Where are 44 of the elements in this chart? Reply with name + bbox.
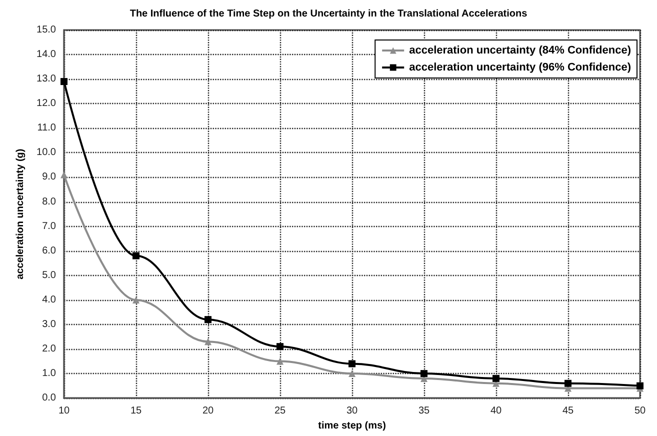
point — [276, 358, 284, 365]
point — [132, 252, 140, 260]
point — [492, 374, 500, 382]
x-tick-label: 10 — [58, 406, 70, 417]
x-tick-label: 50 — [634, 406, 646, 417]
y-tick-label: 15.0 — [36, 24, 56, 36]
x-axis-title: time step (ms) — [318, 420, 386, 432]
point — [60, 78, 68, 86]
y-tick-label: 4.0 — [42, 294, 56, 306]
x-tick-label: 25 — [274, 406, 286, 417]
x-tick-label: 15 — [130, 406, 142, 417]
x-tick-label: 40 — [490, 406, 502, 417]
y-tick-label: 9.0 — [42, 172, 56, 183]
y-tick-label: 7.0 — [42, 220, 56, 232]
point — [636, 382, 644, 390]
y-tick-label: 14.0 — [36, 49, 56, 60]
point — [420, 370, 428, 378]
x-tick-label: 35 — [418, 406, 430, 417]
y-tick-label: 10.0 — [36, 147, 56, 158]
point — [204, 316, 212, 324]
y-tick-label: 5.0 — [42, 270, 56, 281]
chart-title: The Influence of the Time Step on the Uncertainty in the Translational Accelerations — [130, 8, 528, 20]
point — [276, 343, 284, 350]
legend-label: acceleration uncertainty (84% Confidence) — [409, 44, 632, 56]
point — [348, 370, 356, 378]
y-tick-label: 11.0 — [37, 122, 56, 134]
y-tick-label: 2.0 — [42, 344, 56, 355]
y-tick-label: 13.0 — [36, 74, 56, 85]
point — [204, 338, 212, 346]
x-tick-label: 45 — [562, 406, 574, 417]
y-tick-label: 3.0 — [42, 318, 56, 330]
y-tick-label: 0.0 — [42, 392, 56, 404]
y-tick-label: 8.0 — [42, 196, 56, 208]
point — [132, 296, 140, 304]
y-tick-label: 1.0 — [42, 368, 56, 380]
point — [60, 171, 68, 178]
legend-label: acceleration uncertainty (96% Confidence) — [409, 62, 632, 74]
y-tick-label: 12.0 — [36, 98, 56, 110]
x-tick-label: 20 — [202, 406, 214, 417]
point — [348, 360, 356, 368]
y-tick-label: 6.0 — [42, 245, 56, 256]
x-tick-label: 30 — [346, 406, 358, 417]
y-axis-title: acceleration uncertainty (g) — [15, 148, 26, 280]
point — [564, 380, 572, 387]
